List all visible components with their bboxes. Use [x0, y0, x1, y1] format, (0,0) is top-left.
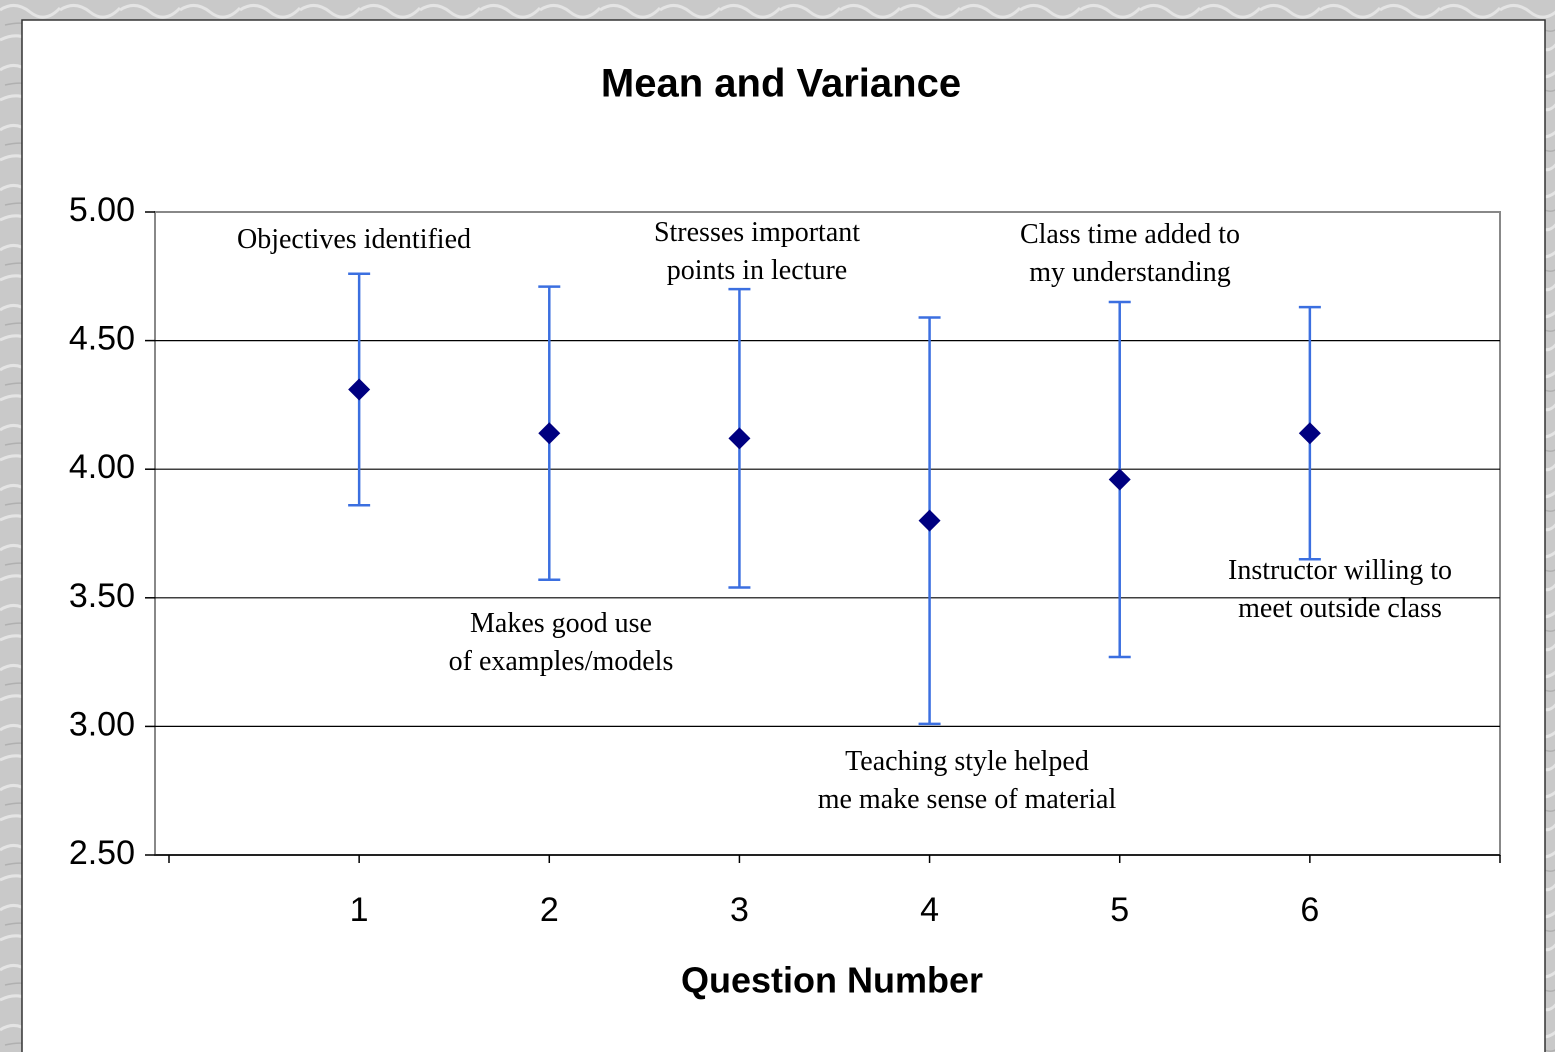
- marker: [918, 509, 941, 532]
- x-tick-label: 3: [730, 891, 749, 929]
- x-axis-label: Question Number: [681, 960, 983, 1001]
- y-tick-label: 4.50: [69, 320, 135, 358]
- y-tick-label: 3.50: [69, 577, 135, 615]
- x-tick-label: 6: [1300, 891, 1319, 929]
- annotation: Class time added to my understanding: [1020, 219, 1240, 288]
- marker: [1298, 422, 1321, 445]
- annotations: Objectives identified Makes good use of e…: [237, 217, 1452, 815]
- chart-title: Mean and Variance: [601, 62, 961, 106]
- y-tick-label: 4.00: [69, 448, 135, 486]
- annotation: Instructor willing to meet outside class: [1228, 555, 1452, 624]
- annotation: Teaching style helped me make sense of ma…: [818, 746, 1117, 815]
- x-tick-label: 2: [540, 891, 559, 929]
- marker: [728, 427, 751, 450]
- y-tick-label: 3.00: [69, 705, 135, 743]
- y-tick-label: 5.00: [69, 191, 135, 229]
- marker: [538, 422, 561, 445]
- x-tick-label: 4: [920, 891, 939, 929]
- annotation: Stresses important points in lecture: [654, 217, 860, 286]
- chart-panel: [21, 19, 1546, 1052]
- marker: [348, 378, 371, 401]
- x-tick-label: 1: [350, 891, 369, 929]
- x-tick-label: 5: [1110, 891, 1129, 929]
- marker: [1108, 468, 1131, 491]
- annotation: Makes good use of examples/models: [449, 608, 674, 677]
- annotation: Objectives identified: [237, 224, 471, 255]
- y-tick-label: 2.50: [69, 834, 135, 872]
